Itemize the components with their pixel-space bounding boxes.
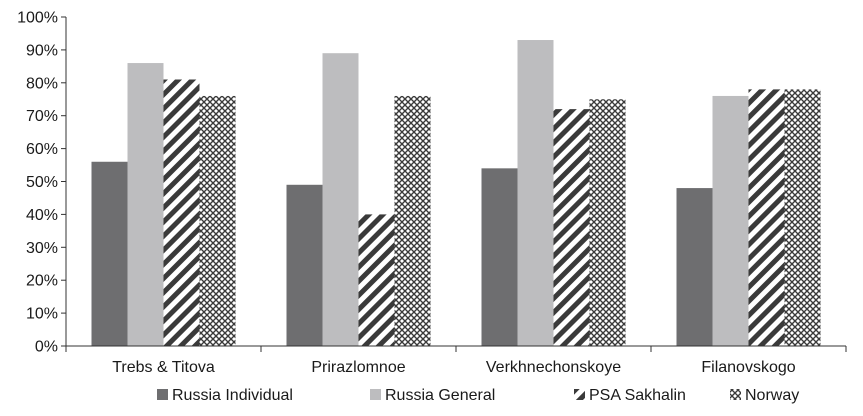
bar-psa-sakhalin-3 <box>748 89 785 346</box>
x-axis: Trebs & Titova Prirazlomnoe Verkhnechonsko… <box>65 345 847 376</box>
legend-swatch <box>574 389 585 400</box>
legend-item-psa-sakhalin: PSA Sakhalin <box>574 387 686 404</box>
bar-russia-general-3 <box>712 95 749 347</box>
x-category-label: Verkhnechonskoye <box>486 359 621 376</box>
y-tick-label: 30% <box>26 240 58 257</box>
bar-russia-general-0 <box>127 63 164 347</box>
legend-label: Russia General <box>385 387 495 404</box>
y-tick-label: 80% <box>26 75 58 92</box>
y-tick-label: 90% <box>26 42 58 59</box>
bar-psa-sakhalin-0 <box>163 79 200 346</box>
legend-label: PSA Sakhalin <box>589 387 686 404</box>
x-category-label: Prirazlomnoe <box>311 359 405 376</box>
x-category-label: Trebs & Titova <box>112 359 215 376</box>
y-tick-label: 70% <box>26 108 58 125</box>
y-tick-label: 100% <box>17 10 58 27</box>
y-tick-label: 20% <box>26 273 58 290</box>
y-tick-label: 10% <box>26 306 58 323</box>
bar-russia-general-2 <box>517 40 554 346</box>
bar-norway-0 <box>199 95 236 347</box>
bar-russia-individual-0 <box>91 161 128 346</box>
y-axis: 0% 10% 20% 30% 40% 50% 60% 70% 80% 90% 100% <box>17 10 67 356</box>
bar-psa-sakhalin-1 <box>358 214 395 346</box>
bar-russia-individual-1 <box>286 184 323 346</box>
bars <box>91 40 821 347</box>
bar-norway-1 <box>394 95 431 347</box>
bar-russia-individual-2 <box>481 168 518 346</box>
bar-russia-individual-3 <box>676 188 713 346</box>
x-category-label: Filanovskogo <box>701 359 795 376</box>
legend-swatch <box>730 389 741 400</box>
legend-item-russia-individual: Russia Individual <box>157 387 293 404</box>
legend-swatch <box>157 389 168 400</box>
bar-norway-2 <box>589 99 626 346</box>
legend: Russia Individual Russia General PSA Sakha… <box>157 387 799 404</box>
legend-item-norway: Norway <box>730 387 799 404</box>
y-tick-label: 50% <box>26 174 58 191</box>
y-tick-label: 60% <box>26 141 58 158</box>
legend-item-russia-general: Russia General <box>370 387 495 404</box>
legend-swatch <box>370 389 381 400</box>
y-tick-label: 0% <box>35 339 58 356</box>
bar-psa-sakhalin-2 <box>553 109 590 347</box>
legend-label: Norway <box>745 387 799 404</box>
legend-label: Russia Individual <box>172 387 293 404</box>
bar-russia-general-1 <box>322 53 359 346</box>
bar-norway-3 <box>784 89 821 346</box>
y-tick-label: 40% <box>26 207 58 224</box>
